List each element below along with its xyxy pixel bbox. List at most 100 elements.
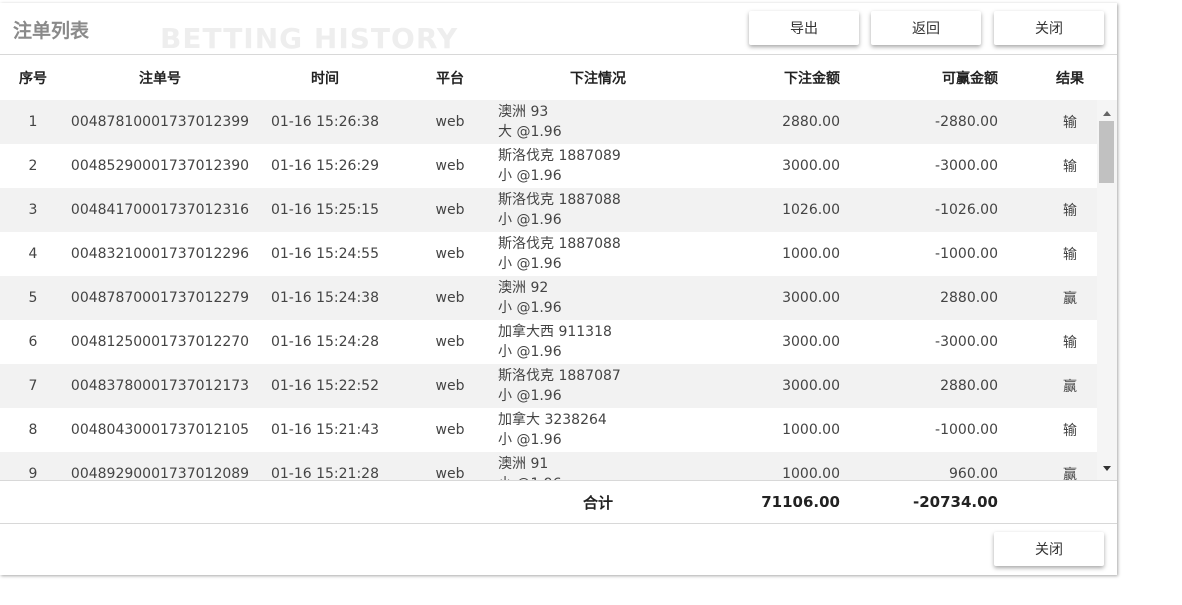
column-header: 时间 [311, 70, 339, 87]
table-row: 6 00481250001737012270 01-16 15:24:28 web 30… [0, 320, 1097, 364]
column-header: 注单号 [139, 70, 181, 87]
bet-amount: 1026.00 [782, 202, 840, 218]
bet-time: 01-16 15:26:29 [270, 158, 379, 174]
table-row: 1 00487810001737012399 01-16 15:26:38 web 28… [0, 100, 1097, 144]
bet-detail: 加拿大 3238264 小 @1.96 [498, 408, 698, 452]
bet-detail: 加拿大西 911318 小 @1.96 [498, 320, 698, 364]
bet-detail: 斯洛伐克 1887089 小 @1.96 [498, 144, 698, 188]
bet-id: 00487810001737012399 [70, 114, 250, 130]
table-row: 3 00484170001737012316 01-16 15:25:15 web 10… [0, 188, 1097, 232]
bet-detail: 斯洛伐克 1887087 小 @1.96 [498, 364, 698, 408]
total-win: -20734.00 [913, 493, 998, 511]
bet-selection: 小 @1.96 [498, 388, 562, 404]
column-header: 结果 [1056, 70, 1084, 87]
bet-id: 00485290001737012390 [70, 158, 250, 174]
bet-time: 01-16 15:22:52 [270, 378, 379, 394]
bet-market: 斯洛伐克 1887088 [498, 192, 621, 208]
row-number: 6 [28, 334, 38, 350]
bet-selection: 小 @1.96 [498, 256, 562, 272]
platform: web [435, 334, 465, 350]
dialog-title: 注单列表 [13, 20, 90, 42]
win-amount: 2880.00 [940, 290, 998, 306]
row-number: 8 [28, 422, 38, 438]
bet-amount: 2880.00 [782, 114, 840, 130]
platform: web [435, 466, 465, 480]
result: 输 [1063, 423, 1077, 439]
bet-time: 01-16 15:24:28 [270, 334, 379, 350]
bet-market: 斯洛伐克 1887088 [498, 236, 621, 252]
button[interactable]: 关闭 [994, 11, 1104, 45]
table-row: 5 00487870001737012279 01-16 15:24:38 web 30… [0, 276, 1097, 320]
scroll-thumb[interactable] [1099, 121, 1114, 183]
divider [0, 54, 1117, 55]
row-number: 7 [28, 378, 38, 394]
win-amount: 960.00 [949, 466, 998, 480]
table-body: 1 00487810001737012399 01-16 15:26:38 web 28… [0, 100, 1097, 480]
bet-market: 加拿大 3238264 [498, 412, 607, 428]
bet-market: 斯洛伐克 1887087 [498, 368, 621, 384]
platform: web [435, 202, 465, 218]
column-header: 下注情况 [570, 70, 626, 87]
result: 输 [1063, 159, 1077, 175]
divider [0, 480, 1117, 481]
bet-market: 澳洲 93 [498, 104, 549, 120]
bet-detail: 澳洲 92 小 @1.96 [498, 276, 698, 320]
result: 输 [1063, 203, 1077, 219]
table-row: 8 00480430001737012105 01-16 15:21:43 web 10… [0, 408, 1097, 452]
result: 输 [1063, 247, 1077, 263]
bet-detail: 斯洛伐克 1887088 小 @1.96 [498, 232, 698, 276]
scrollbar[interactable] [1097, 100, 1117, 480]
platform: web [435, 114, 465, 130]
bet-selection: 小 @1.96 [498, 474, 562, 480]
bet-amount: 1000.00 [782, 466, 840, 480]
win-amount: -3000.00 [935, 158, 998, 174]
bet-time: 01-16 15:24:55 [270, 246, 379, 262]
bet-selection: 小 @1.96 [498, 432, 562, 448]
win-amount: -3000.00 [935, 334, 998, 350]
table-row: 4 00483210001737012296 01-16 15:24:55 web 10… [0, 232, 1097, 276]
row-number: 9 [28, 466, 38, 480]
bet-detail: 澳洲 91 小 @1.96 [498, 452, 698, 480]
bet-selection: 大 @1.96 [498, 124, 562, 140]
bet-amount: 1000.00 [782, 422, 840, 438]
divider [0, 523, 1117, 524]
bet-id: 00483210001737012296 [70, 246, 250, 262]
result: 赢 [1063, 467, 1077, 480]
win-amount: -2880.00 [935, 114, 998, 130]
column-header: 下注金额 [784, 70, 840, 87]
row-number: 5 [28, 290, 38, 306]
bet-time: 01-16 15:24:38 [270, 290, 379, 306]
bet-market: 澳洲 92 [498, 280, 549, 296]
result: 赢 [1063, 379, 1077, 395]
bet-time: 01-16 15:25:15 [270, 202, 379, 218]
bet-id: 00480430001737012105 [70, 422, 250, 438]
bet-detail: 澳洲 93 大 @1.96 [498, 100, 698, 144]
bet-amount: 1000.00 [782, 246, 840, 262]
bet-selection: 小 @1.96 [498, 168, 562, 184]
platform: web [435, 378, 465, 394]
button[interactable]: 导出 [749, 11, 859, 45]
result: 输 [1063, 115, 1077, 131]
row-number: 2 [28, 158, 38, 174]
bet-amount: 3000.00 [782, 378, 840, 394]
column-header: 可赢金额 [942, 70, 998, 87]
button[interactable]: 关闭 [994, 532, 1104, 566]
bet-market: 加拿大西 911318 [498, 324, 612, 340]
win-amount: -1000.00 [935, 246, 998, 262]
table-row: 7 00483780001737012173 01-16 15:22:52 web 30… [0, 364, 1097, 408]
column-header: 序号 [19, 70, 47, 87]
bet-time: 01-16 15:26:38 [270, 114, 379, 130]
row-number: 4 [28, 246, 38, 262]
watermark: BETTING HISTORY [160, 22, 459, 55]
bet-amount: 3000.00 [782, 290, 840, 306]
table-row: 9 00489290001737012089 01-16 15:21:28 web 10… [0, 452, 1097, 480]
scroll-arrows [1103, 111, 1111, 471]
bet-id: 00489290001737012089 [70, 466, 250, 480]
bet-id: 00483780001737012173 [70, 378, 250, 394]
column-header: 平台 [436, 70, 464, 87]
bet-selection: 小 @1.96 [498, 344, 562, 360]
result: 赢 [1063, 291, 1077, 307]
bet-id: 00484170001737012316 [70, 202, 250, 218]
bet-id: 00481250001737012270 [70, 334, 250, 350]
button[interactable]: 返回 [871, 11, 981, 45]
